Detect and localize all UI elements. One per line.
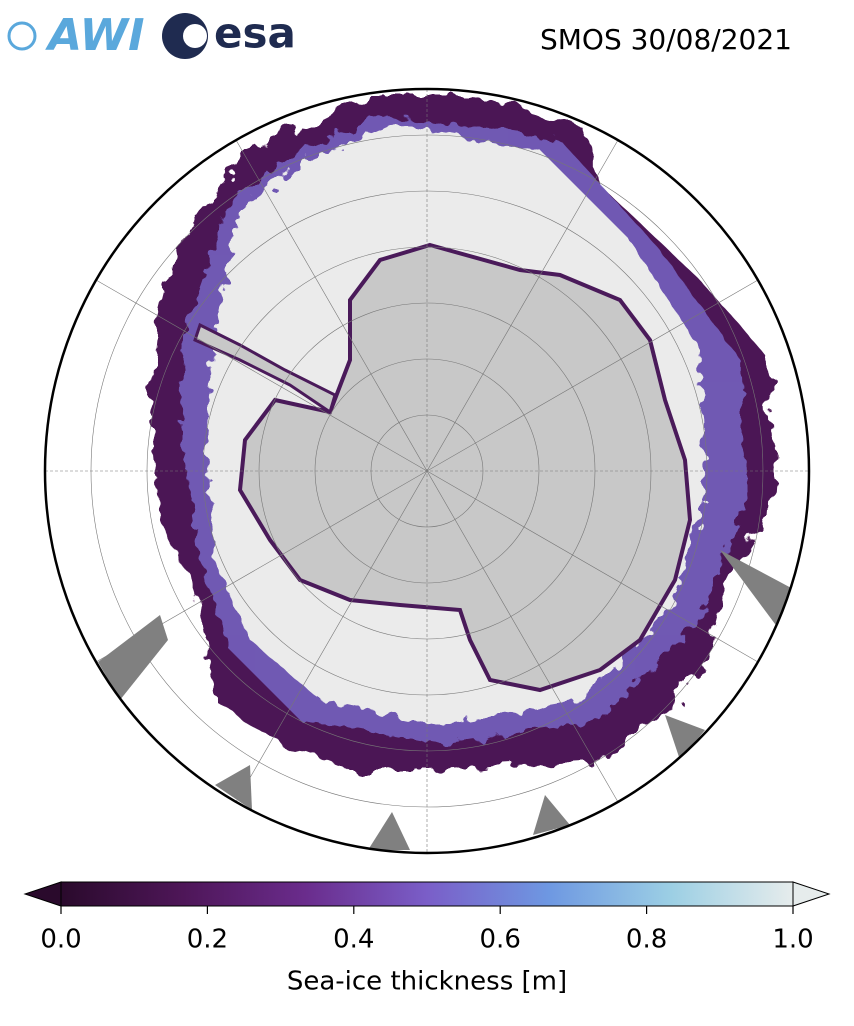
colorbar-extension [792,881,831,907]
logo-text: esa [214,9,296,58]
tick-label: 0.0 [40,925,81,955]
tick-label: 0.2 [187,925,228,955]
esa-logo: esa [162,9,296,59]
no-data [98,550,795,850]
tick-label: 1.0 [772,925,813,955]
map-frame [43,87,811,855]
tick-label: 0.4 [333,925,374,955]
map-title: SMOS 30/08/2021 [540,23,792,56]
tick-label: 0.8 [626,925,667,955]
colorbar [60,881,794,907]
colorbar-extension [23,881,62,907]
graticule [45,89,809,853]
colorbar-label: Sea-ice thickness [m] [287,967,567,997]
tick-label: 0.6 [480,925,521,955]
logo-text: AWI [45,10,145,61]
map [45,89,809,853]
awi-logo: AWI [7,10,145,61]
